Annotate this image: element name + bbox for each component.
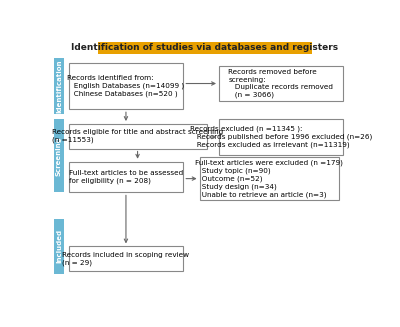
Bar — [219, 119, 343, 155]
Bar — [69, 63, 183, 109]
Bar — [200, 157, 339, 200]
Text: Full-text articles to be assessed
for eligibility (n = 208): Full-text articles to be assessed for el… — [69, 170, 183, 184]
Text: Records included in scoping review
(n = 29): Records included in scoping review (n = … — [62, 252, 190, 266]
Bar — [69, 162, 183, 193]
Text: Included: Included — [56, 229, 62, 264]
Text: Records excluded (n =11345 ):
   Records published before 1996 excluded (n=26)
 : Records excluded (n =11345 ): Records pu… — [190, 126, 372, 148]
Text: Records eligible for title and abstract screening
(n =11553): Records eligible for title and abstract … — [52, 129, 223, 143]
Text: Full-text articles were excluded (n =179)
   Study topic (n=90)
   Outcome (n=52: Full-text articles were excluded (n =179… — [195, 159, 343, 198]
Text: Records identified from:
   English Databases (n=14099 )
   Chinese Databases (n: Records identified from: English Databas… — [67, 75, 184, 97]
Bar — [54, 119, 64, 193]
Bar — [219, 66, 343, 101]
Bar — [54, 219, 64, 274]
Bar — [69, 124, 206, 148]
Text: Screening: Screening — [56, 136, 62, 176]
Text: Identification: Identification — [56, 60, 62, 113]
Text: Identification of studies via databases and registers: Identification of studies via databases … — [72, 43, 338, 52]
Bar — [54, 59, 64, 114]
Text: Records removed before
screening:
   Duplicate records removed
   (n = 3066): Records removed before screening: Duplic… — [228, 69, 334, 98]
Bar — [98, 42, 312, 54]
Bar — [69, 246, 183, 271]
